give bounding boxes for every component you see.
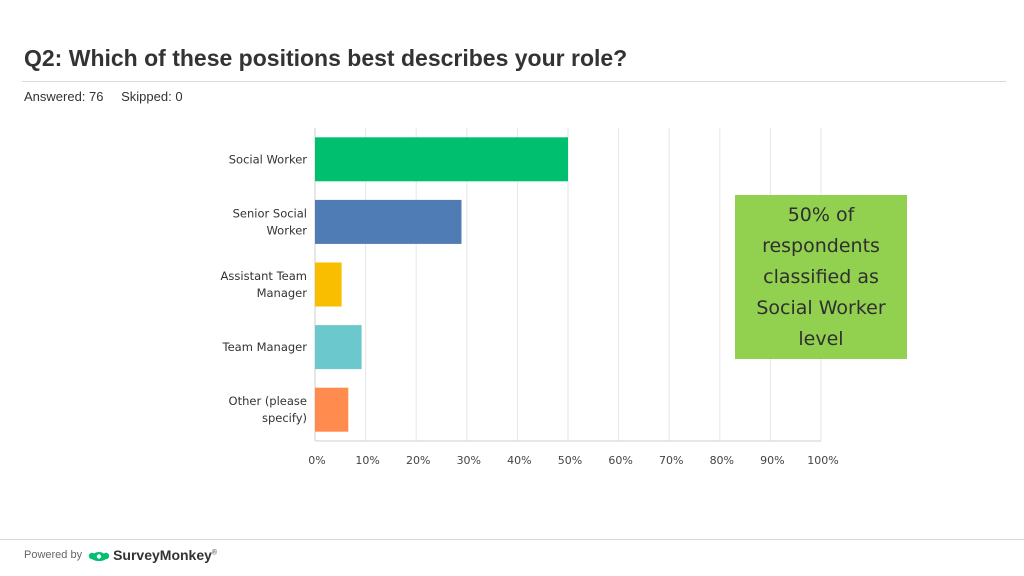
surveymonkey-logo-icon [88,552,110,561]
surveymonkey-brand[interactable]: SurveyMonkey® [88,547,217,563]
x-tick-label: 40% [507,454,531,467]
x-tick-label: 10% [355,454,379,467]
category-label: Team Manager [222,340,308,354]
x-tick-label: 90% [760,454,784,467]
footer: Powered by SurveyMonkey® [24,547,217,563]
bar [315,199,462,244]
x-tick-label: 50% [558,454,582,467]
page-title: Q2: Which of these positions best descri… [24,45,628,71]
x-tick-label: 0% [308,454,325,467]
x-tick-label: 80% [710,454,734,467]
answered-count: Answered: 76 [24,89,104,104]
bar [315,325,362,370]
x-tick-label: 20% [406,454,430,467]
category-label: specify) [262,411,307,425]
bar [315,387,349,432]
x-tick-label: 60% [608,454,632,467]
category-label: Senior Social [233,206,307,220]
category-label: Assistant Team [221,269,307,283]
brand-name: SurveyMonkey® [113,547,218,563]
category-label: Manager [257,286,308,300]
title-divider [22,81,1006,82]
category-label: Social Worker [229,152,308,166]
x-tick-label: 100% [807,454,838,467]
category-label: Other (please [229,394,307,408]
category-label: Worker [266,223,307,237]
footer-divider [0,539,1024,540]
x-tick-label: 30% [457,454,481,467]
powered-by-label: Powered by [24,549,83,561]
bar [315,137,568,182]
bar [315,262,342,307]
response-stats: Answered: 76 Skipped: 0 [24,89,197,104]
x-tick-label: 70% [659,454,683,467]
skipped-count: Skipped: 0 [121,89,183,104]
callout-note: 50% of respondents classified as Social … [735,195,907,359]
